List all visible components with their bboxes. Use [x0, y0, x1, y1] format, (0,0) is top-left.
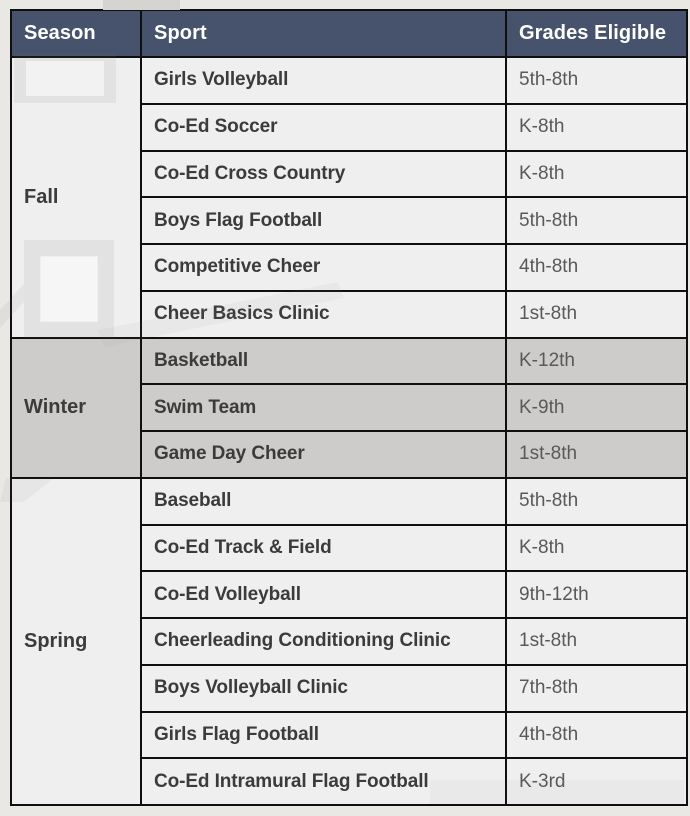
grade-cell: 9th-12th — [505, 570, 688, 619]
table-row: Fall Girls Volleyball 5th-8th — [10, 56, 688, 339]
table-row: Co-Ed Soccer K-8th — [11, 102, 688, 152]
sport-cell: Co-Ed Track & Field — [140, 523, 507, 573]
sport-cell: Co-Ed Volleyball — [140, 570, 507, 619]
table-row: Spring Baseball 5th-8th — [10, 476, 688, 807]
table-row: Boys Volleyball Clinic 7th-8th — [11, 663, 688, 713]
grade-cell: 4th-8th — [505, 243, 688, 292]
grade-cell: 5th-8th — [505, 196, 688, 245]
column-header-sport: Sport — [140, 9, 507, 58]
table-row: Cheerleading Conditioning Clinic 1st-8th — [11, 617, 688, 666]
table-row: Winter Basketball K-12th — [10, 336, 688, 479]
season-cell-spring: Spring — [10, 476, 142, 807]
sport-cell: Girls Volleyball — [140, 56, 507, 105]
sport-cell: Competitive Cheer — [140, 243, 507, 292]
sport-cell: Swim Team — [140, 383, 507, 432]
grade-cell: K-3rd — [505, 757, 688, 806]
column-header-grades: Grades Eligible — [505, 9, 688, 58]
sport-cell: Co-Ed Soccer — [140, 102, 507, 152]
grade-cell: K-12th — [505, 336, 688, 386]
table-row: Swim Team K-9th — [11, 383, 688, 432]
table-row: Co-Ed Volleyball 9th-12th — [11, 570, 688, 619]
sport-cell: Boys Flag Football — [140, 196, 507, 245]
grade-cell: 1st-8th — [505, 617, 688, 666]
sport-cell: Cheer Basics Clinic — [140, 289, 507, 339]
table-row: Cheer Basics Clinic 1st-8th — [11, 289, 688, 339]
table-row: Competitive Cheer 4th-8th — [11, 243, 688, 292]
grade-cell: K-9th — [505, 383, 688, 432]
header-row: Season Sport Grades Eligible — [10, 9, 688, 58]
sport-cell: Cheerleading Conditioning Clinic — [140, 617, 507, 666]
grade-cell: 1st-8th — [505, 430, 688, 479]
sport-cell: Game Day Cheer — [140, 430, 507, 479]
grade-cell: 7th-8th — [505, 663, 688, 713]
table-row: Boys Flag Football 5th-8th — [11, 196, 688, 245]
season-cell-fall: Fall — [10, 56, 142, 339]
grade-cell: 5th-8th — [505, 476, 688, 526]
sport-cell: Girls Flag Football — [140, 710, 507, 760]
table-row: Girls Flag Football 4th-8th — [11, 710, 688, 760]
sport-cell: Basketball — [140, 336, 507, 386]
grade-cell: 5th-8th — [505, 56, 688, 105]
sports-seasons-table: Season Sport Grades Eligible Fall Girls … — [10, 9, 688, 807]
grade-cell: 1st-8th — [505, 289, 688, 339]
column-header-season: Season — [10, 9, 142, 58]
table-row: Co-Ed Cross Country K-8th — [11, 149, 688, 199]
grade-cell: 4th-8th — [505, 710, 688, 760]
table-row: Game Day Cheer 1st-8th — [11, 430, 688, 479]
grade-cell: K-8th — [505, 523, 688, 573]
grade-cell: K-8th — [505, 149, 688, 199]
grade-cell: K-8th — [505, 102, 688, 152]
sport-cell: Co-Ed Intramural Flag Football — [140, 757, 507, 806]
table-row: Co-Ed Intramural Flag Football K-3rd — [11, 757, 688, 806]
sport-cell: Baseball — [140, 476, 507, 526]
season-cell-winter: Winter — [10, 336, 142, 479]
table-row: Co-Ed Track & Field K-8th — [11, 523, 688, 573]
sport-cell: Co-Ed Cross Country — [140, 149, 507, 199]
sport-cell: Boys Volleyball Clinic — [140, 663, 507, 713]
